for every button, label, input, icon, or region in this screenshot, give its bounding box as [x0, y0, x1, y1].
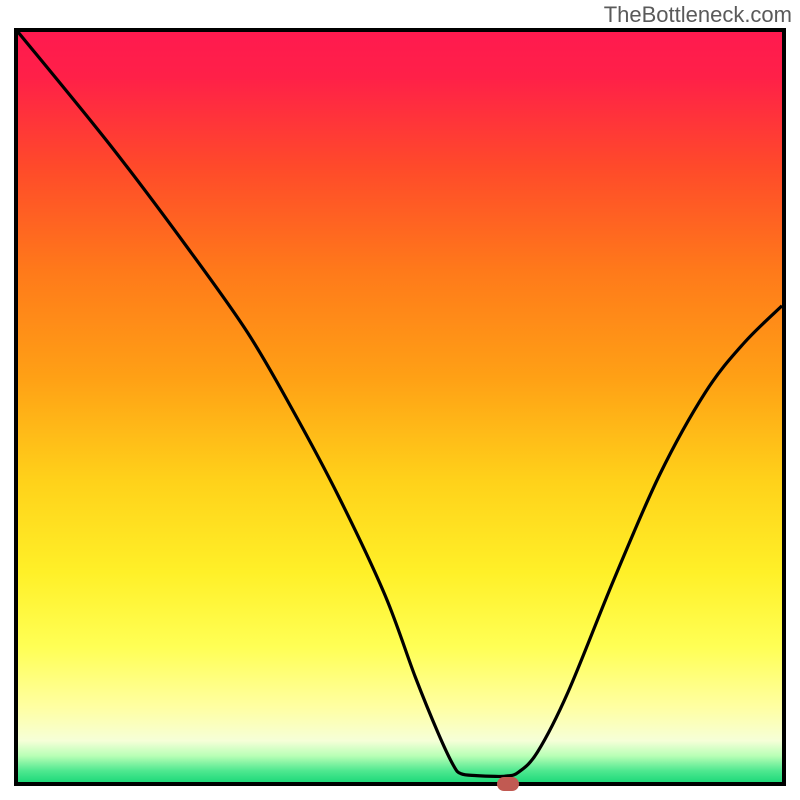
watermark-text: TheBottleneck.com: [604, 2, 792, 28]
curve-path: [18, 32, 782, 776]
bottleneck-curve: [18, 32, 782, 782]
optimal-point-marker: [497, 777, 519, 791]
chart-frame: [14, 28, 786, 786]
